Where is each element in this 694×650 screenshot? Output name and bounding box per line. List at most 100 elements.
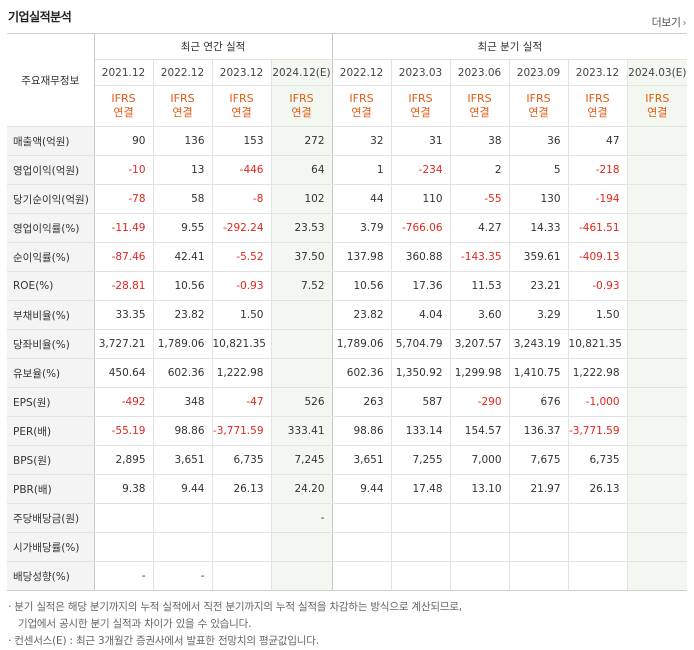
value-cell: -3,771.59: [212, 416, 272, 446]
value-cell: 1,222.98: [212, 358, 272, 388]
value-cell: 9.44: [332, 474, 392, 504]
value-cell: 7,000: [450, 445, 510, 475]
value-cell: 4.27: [450, 213, 510, 243]
value-cell: [627, 503, 688, 533]
period-header: 2022.12: [153, 59, 213, 86]
footnote-1-cont: 기업에서 공시한 분기 실적과 차이가 있을 수 있습니다.: [18, 618, 252, 630]
footnote-2: · 컨센서스(E) : 최근 3개월간 증권사에서 발표한 전망치의 평균값입니…: [8, 635, 319, 647]
row-label: 순이익률(%): [7, 242, 95, 272]
value-cell: 587: [391, 387, 451, 417]
table-row: 당기순이익(억원) -78 58 -8 102 44 110 -55 130 -194: [7, 184, 688, 214]
value-cell: 3.79: [332, 213, 392, 243]
value-cell: -8: [212, 184, 272, 214]
value-cell: 32: [332, 126, 392, 156]
value-cell: [568, 561, 628, 591]
value-cell: -47: [212, 387, 272, 417]
value-cell: 24.20: [271, 474, 333, 504]
value-cell: 359.61: [509, 242, 569, 272]
value-cell: [271, 358, 333, 388]
section-title: 기업실적분석: [8, 10, 72, 24]
table-row: 부채비율(%) 33.35 23.82 1.50 23.82 4.04 3.60 3.29 1.…: [7, 300, 688, 330]
table-row: PER(배) -55.19 98.86 -3,771.59 333.41 98.86 133…: [7, 416, 688, 446]
value-cell: [391, 561, 451, 591]
value-cell: 102: [271, 184, 333, 214]
value-cell: [94, 532, 154, 562]
value-cell: [627, 213, 688, 243]
value-cell: 1: [332, 155, 392, 185]
value-cell: 1.50: [212, 300, 272, 330]
value-cell: 44: [332, 184, 392, 214]
value-cell: [450, 532, 510, 562]
value-cell: [509, 532, 569, 562]
value-cell: 3,651: [332, 445, 392, 475]
row-label: 영업이익률(%): [7, 213, 95, 243]
value-cell: -10: [94, 155, 154, 185]
value-cell: -28.81: [94, 271, 154, 301]
value-cell: -234: [391, 155, 451, 185]
value-cell: [627, 561, 688, 591]
value-cell: 3,243.19: [509, 329, 569, 359]
value-cell: 5,704.79: [391, 329, 451, 359]
period-header: 2023.06: [450, 59, 510, 86]
more-link-label: 더보기: [651, 16, 681, 29]
row-label: EPS(원): [7, 387, 95, 417]
value-cell: -0.93: [568, 271, 628, 301]
value-cell: 10.56: [332, 271, 392, 301]
value-cell: 23.82: [332, 300, 392, 330]
value-cell: [450, 561, 510, 591]
value-cell: [627, 358, 688, 388]
value-cell: [627, 532, 688, 562]
basis-header: IFRS 연결: [450, 85, 510, 127]
value-cell: 7.52: [271, 271, 333, 301]
value-cell: 360.88: [391, 242, 451, 272]
row-label: 매출액(억원): [7, 126, 95, 156]
value-cell: [271, 532, 333, 562]
value-cell: 1,789.06: [153, 329, 213, 359]
table-row: 시가배당률(%): [7, 532, 688, 562]
value-cell: 1,350.92: [391, 358, 451, 388]
period-header: 2023.03: [391, 59, 451, 86]
value-cell: 1,789.06: [332, 329, 392, 359]
value-cell: [627, 329, 688, 359]
value-cell: 26.13: [212, 474, 272, 504]
value-cell: [212, 503, 272, 533]
period-header: 2022.12: [332, 59, 392, 86]
value-cell: 10.56: [153, 271, 213, 301]
value-cell: [568, 503, 628, 533]
value-cell: 9.55: [153, 213, 213, 243]
basis-header: IFRS 연결: [509, 85, 569, 127]
value-cell: 3,727.21: [94, 329, 154, 359]
value-cell: [627, 155, 688, 185]
value-cell: 137.98: [332, 242, 392, 272]
row-label: PER(배): [7, 416, 95, 446]
value-cell: [627, 445, 688, 475]
value-cell: 6,735: [212, 445, 272, 475]
table-row: 매출액(억원) 90 136 153 272 32 31 38 36 47: [7, 126, 688, 156]
value-cell: 1,299.98: [450, 358, 510, 388]
value-cell: 10,821.35: [568, 329, 628, 359]
value-cell: [271, 300, 333, 330]
value-cell: -: [94, 561, 154, 591]
value-cell: 14.33: [509, 213, 569, 243]
value-cell: 3,207.57: [450, 329, 510, 359]
value-cell: 676: [509, 387, 569, 417]
period-header: 2023.12: [212, 59, 272, 86]
value-cell: 602.36: [332, 358, 392, 388]
value-cell: 64: [271, 155, 333, 185]
value-cell: 98.86: [153, 416, 213, 446]
value-cell: -766.06: [391, 213, 451, 243]
table-row: 당좌비율(%) 3,727.21 1,789.06 10,821.35 1,789.06…: [7, 329, 688, 359]
value-cell: -446: [212, 155, 272, 185]
value-cell: [94, 503, 154, 533]
value-cell: [332, 561, 392, 591]
value-cell: 10,821.35: [212, 329, 272, 359]
value-cell: [627, 300, 688, 330]
value-cell: [212, 532, 272, 562]
more-link[interactable]: 더보기 ›: [651, 14, 687, 30]
value-cell: -78: [94, 184, 154, 214]
value-cell: -5.52: [212, 242, 272, 272]
value-cell: [627, 387, 688, 417]
value-cell: 6,735: [568, 445, 628, 475]
value-cell: 348: [153, 387, 213, 417]
value-cell: -87.46: [94, 242, 154, 272]
